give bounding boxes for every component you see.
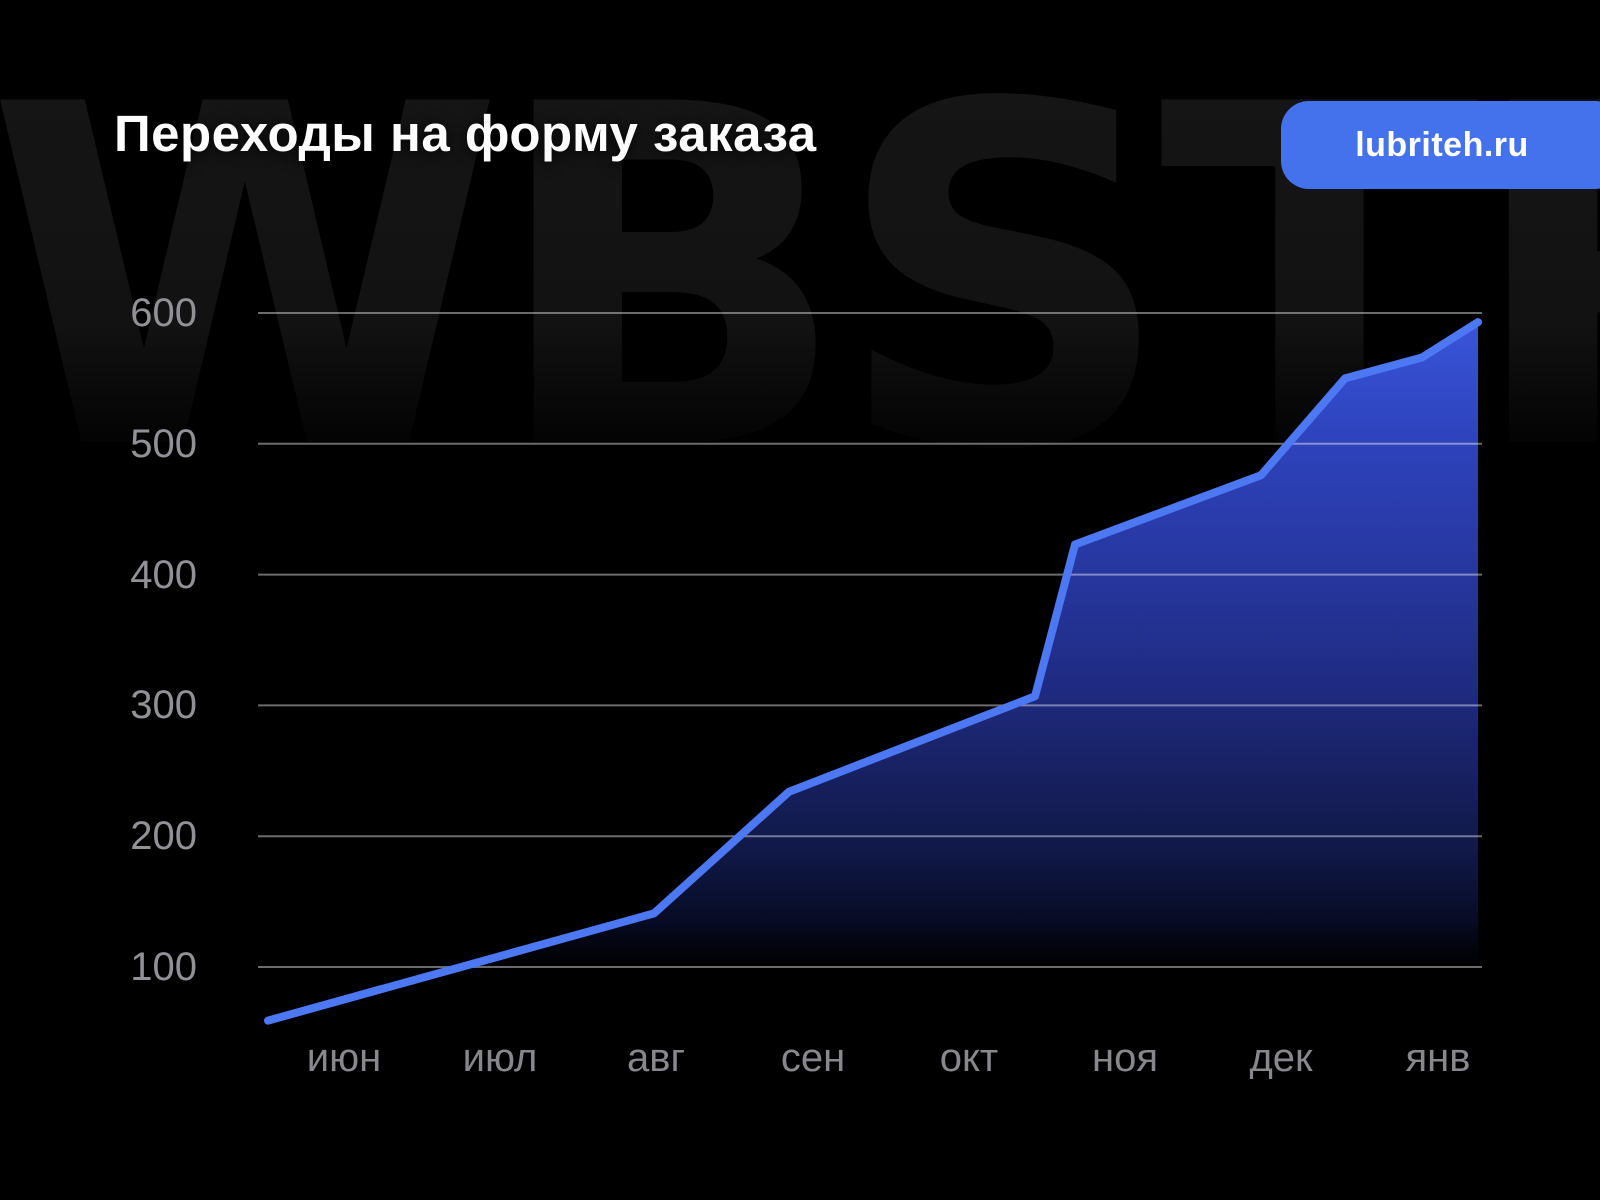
site-badge[interactable]: lubriteh.ru: [1281, 101, 1600, 189]
chart-title: Переходы на форму заказа: [114, 105, 817, 162]
site-badge-label: lubriteh.ru: [1355, 125, 1529, 164]
chart-area-fill: [268, 322, 1478, 1085]
trend-line: [264, 318, 1482, 1025]
